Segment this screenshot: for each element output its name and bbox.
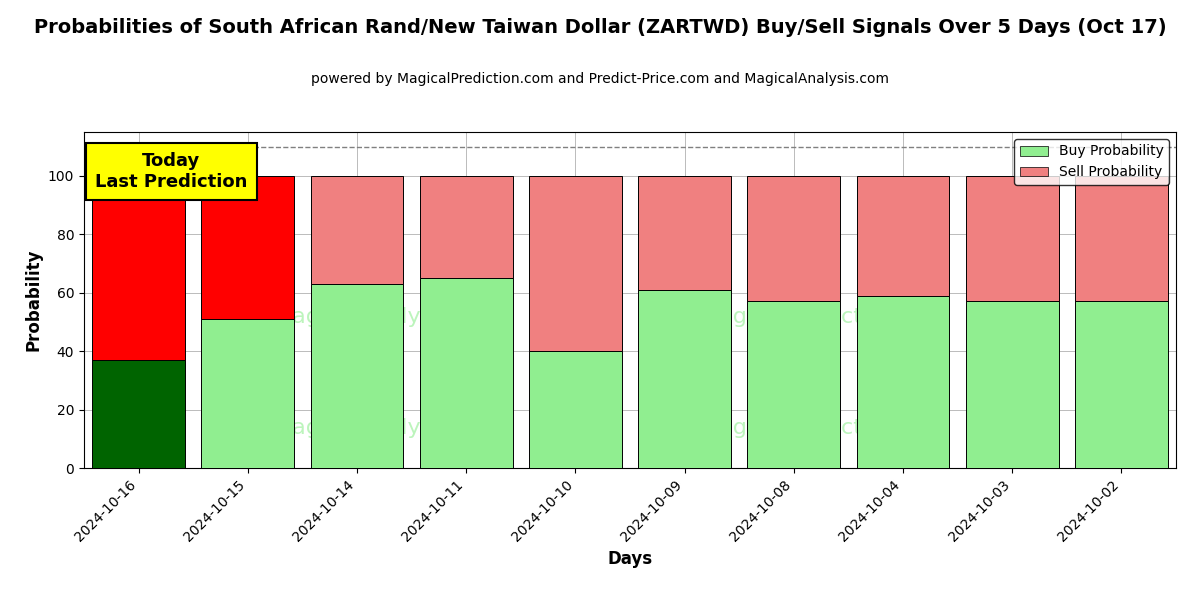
Bar — [420, 278, 512, 468]
Bar — [1075, 176, 1168, 301]
Bar — [1075, 301, 1168, 468]
Text: Probabilities of South African Rand/New Taiwan Dollar (ZARTWD) Buy/Sell Signals : Probabilities of South African Rand/New … — [34, 18, 1166, 37]
Text: powered by MagicalPrediction.com and Predict-Price.com and MagicalAnalysis.com: powered by MagicalPrediction.com and Pre… — [311, 72, 889, 86]
Text: MagicalAnalysis.com: MagicalAnalysis.com — [274, 307, 505, 327]
Bar — [966, 301, 1058, 468]
X-axis label: Days: Days — [607, 550, 653, 568]
Text: MagicalAnalysis.com: MagicalAnalysis.com — [274, 418, 505, 437]
Bar — [857, 296, 949, 468]
Bar — [202, 319, 294, 468]
Text: MagicalPrediction.com: MagicalPrediction.com — [701, 418, 952, 437]
Bar — [966, 176, 1058, 301]
Bar — [202, 176, 294, 319]
Bar — [311, 284, 403, 468]
Bar — [311, 176, 403, 284]
Bar — [857, 176, 949, 296]
Bar — [748, 301, 840, 468]
Text: Today
Last Prediction: Today Last Prediction — [95, 152, 247, 191]
Bar — [420, 176, 512, 278]
Bar — [638, 290, 731, 468]
Bar — [529, 351, 622, 468]
Bar — [92, 360, 185, 468]
Y-axis label: Probability: Probability — [24, 249, 42, 351]
Bar — [92, 176, 185, 360]
Text: MagicalPrediction.com: MagicalPrediction.com — [701, 307, 952, 327]
Legend: Buy Probability, Sell Probability: Buy Probability, Sell Probability — [1014, 139, 1169, 185]
Bar — [748, 176, 840, 301]
Bar — [529, 176, 622, 351]
Bar — [638, 176, 731, 290]
